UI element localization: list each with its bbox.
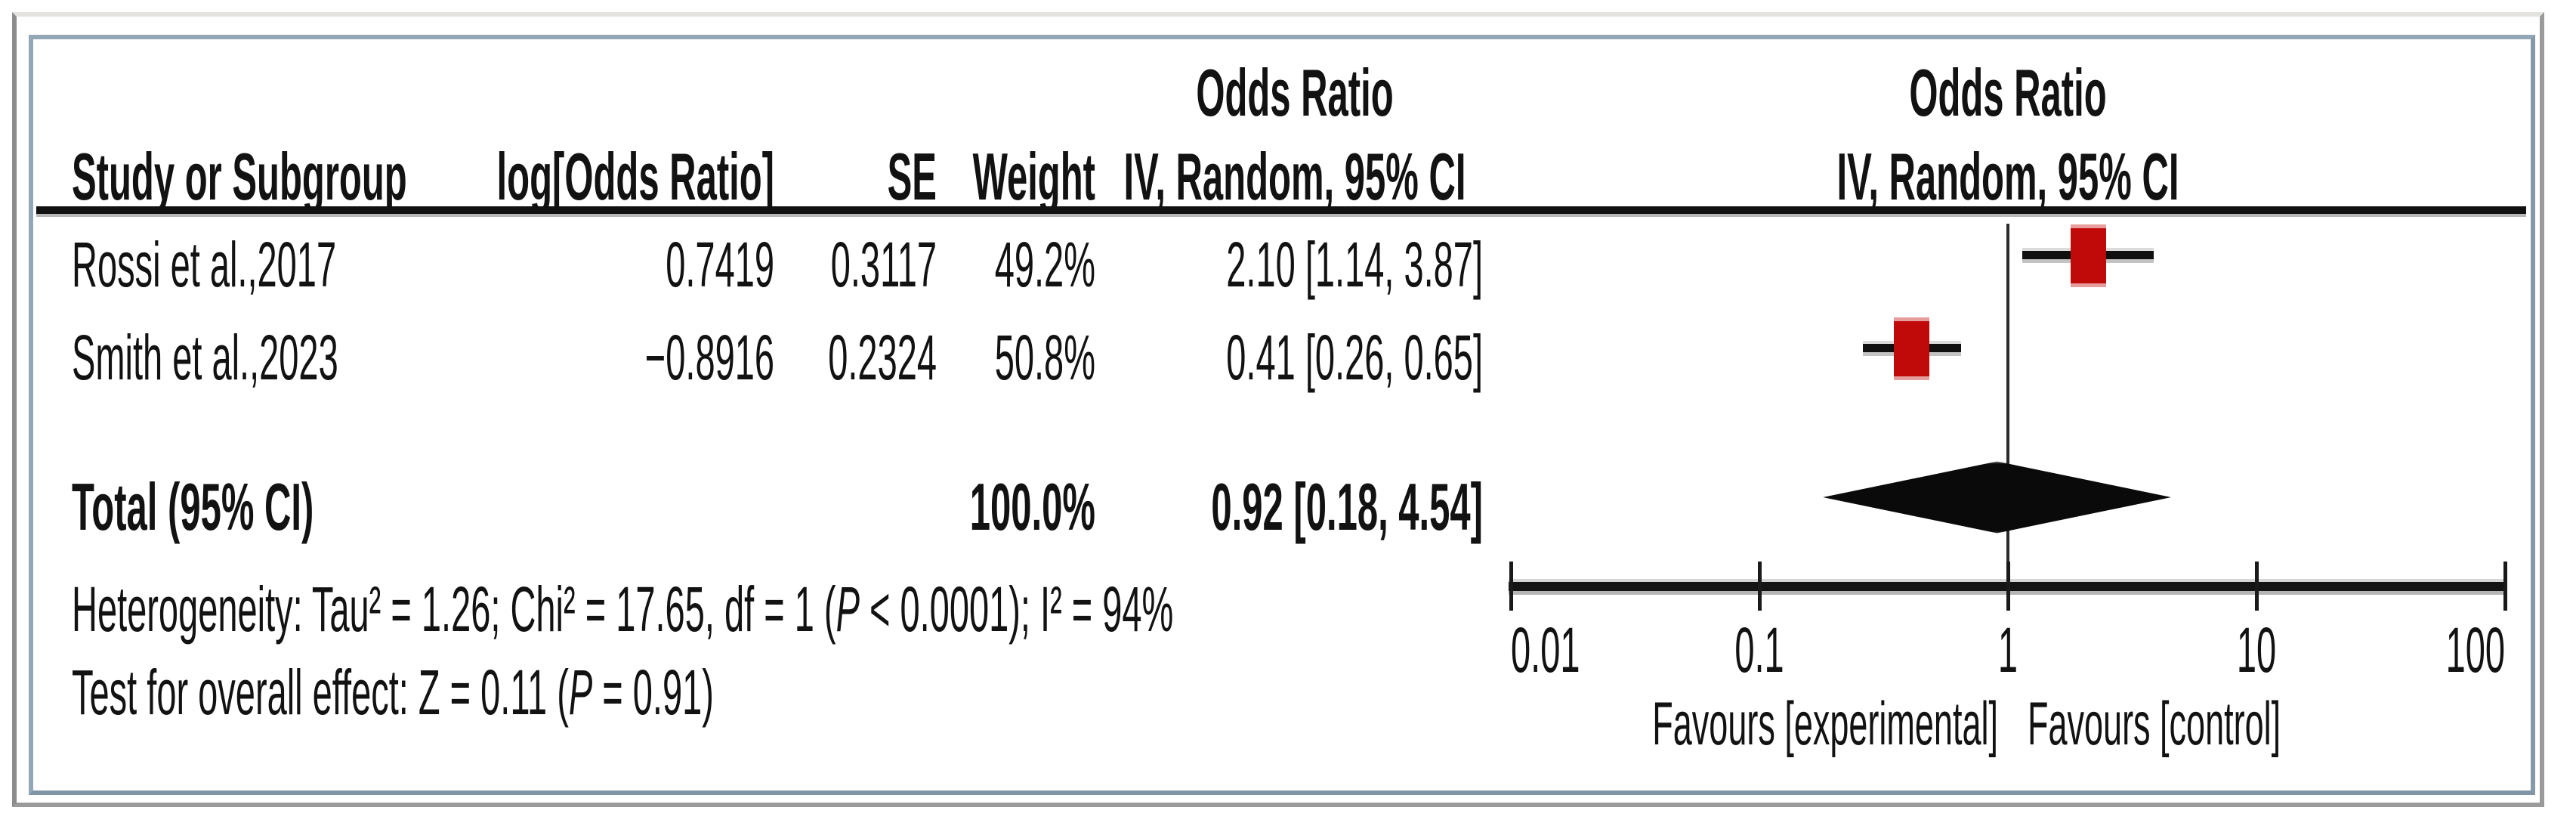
- study-weight: 50.8%: [994, 320, 1095, 393]
- heterogeneity-p-symbol: P: [836, 572, 860, 645]
- total-diamond: [1822, 461, 2172, 534]
- overall-effect-text: Test for overall effect: Z = 0.11 (: [72, 655, 569, 728]
- no-effect-line: [2006, 224, 2009, 586]
- plot-odds-ratio-group-header: Odds Ratio: [1909, 57, 2107, 131]
- study-name: Smith et al.,2023: [72, 320, 338, 393]
- study-name: Rossi et al.,2017: [72, 227, 337, 300]
- stats-odds-ratio-group-header: Odds Ratio: [1196, 57, 1394, 131]
- x-axis-tick: [2503, 562, 2507, 611]
- study-or-marker: [2070, 227, 2106, 283]
- x-axis-tick-label: 10: [2236, 613, 2277, 685]
- study-se: 0.3117: [830, 227, 937, 300]
- col-header-plot-ci: IV, Random, 95% CI: [1836, 141, 2179, 215]
- total-label: Total (95% CI): [72, 471, 314, 545]
- study-log-or: −0.8916: [644, 320, 774, 393]
- total-weight: 100.0%: [969, 471, 1095, 545]
- heterogeneity-text: Heterogeneity: Tau² = 1.26; Chi² = 17.65…: [72, 572, 836, 645]
- x-axis-tick: [1509, 562, 1513, 611]
- study-weight: 49.2%: [994, 227, 1095, 300]
- overall-effect-text-tail: = 0.91): [592, 655, 714, 728]
- x-axis-tick-label: 1: [1997, 613, 2018, 685]
- study-or-ci: 0.41 [0.26, 0.65]: [1226, 320, 1483, 393]
- col-header-weight: Weight: [972, 141, 1095, 215]
- study-or-marker: [1894, 320, 1930, 376]
- x-axis-tick-label: 0.01: [1511, 613, 1580, 685]
- col-header-se: SE: [887, 141, 937, 215]
- study-or-ci: 2.10 [1.14, 3.87]: [1226, 227, 1483, 300]
- figure-inner-border: [29, 35, 2535, 795]
- favours-experimental-label: Favours [experimental]: [1652, 688, 1998, 758]
- col-header-ci: IV, Random, 95% CI: [1123, 141, 1466, 215]
- overall-effect-line: Test for overall effect: Z = 0.11 (P = 0…: [72, 651, 1507, 733]
- x-axis-tick-label: 0.1: [1734, 613, 1784, 685]
- x-axis-tick: [1758, 562, 1762, 611]
- heterogeneity-text-tail: < 0.0001); I² = 94%: [859, 572, 1174, 645]
- study-se: 0.2324: [828, 320, 937, 393]
- figure-outer-border: [12, 12, 2544, 807]
- col-header-study: Study or Subgroup: [72, 141, 407, 215]
- x-axis-tick-label: 100: [2445, 613, 2505, 685]
- overall-effect-p-symbol: P: [568, 655, 593, 728]
- col-header-log-odds-ratio: log[Odds Ratio]: [496, 141, 774, 215]
- heterogeneity-line: Heterogeneity: Tau² = 1.26; Chi² = 17.65…: [72, 568, 1507, 650]
- favours-control-label: Favours [control]: [2028, 688, 2281, 758]
- study-log-or: 0.7419: [666, 227, 774, 300]
- header-rule: [36, 206, 2526, 214]
- total-or-ci: 0.92 [0.18, 4.54]: [1211, 471, 1483, 545]
- x-axis-tick: [2255, 562, 2259, 611]
- x-axis-tick: [2006, 562, 2010, 611]
